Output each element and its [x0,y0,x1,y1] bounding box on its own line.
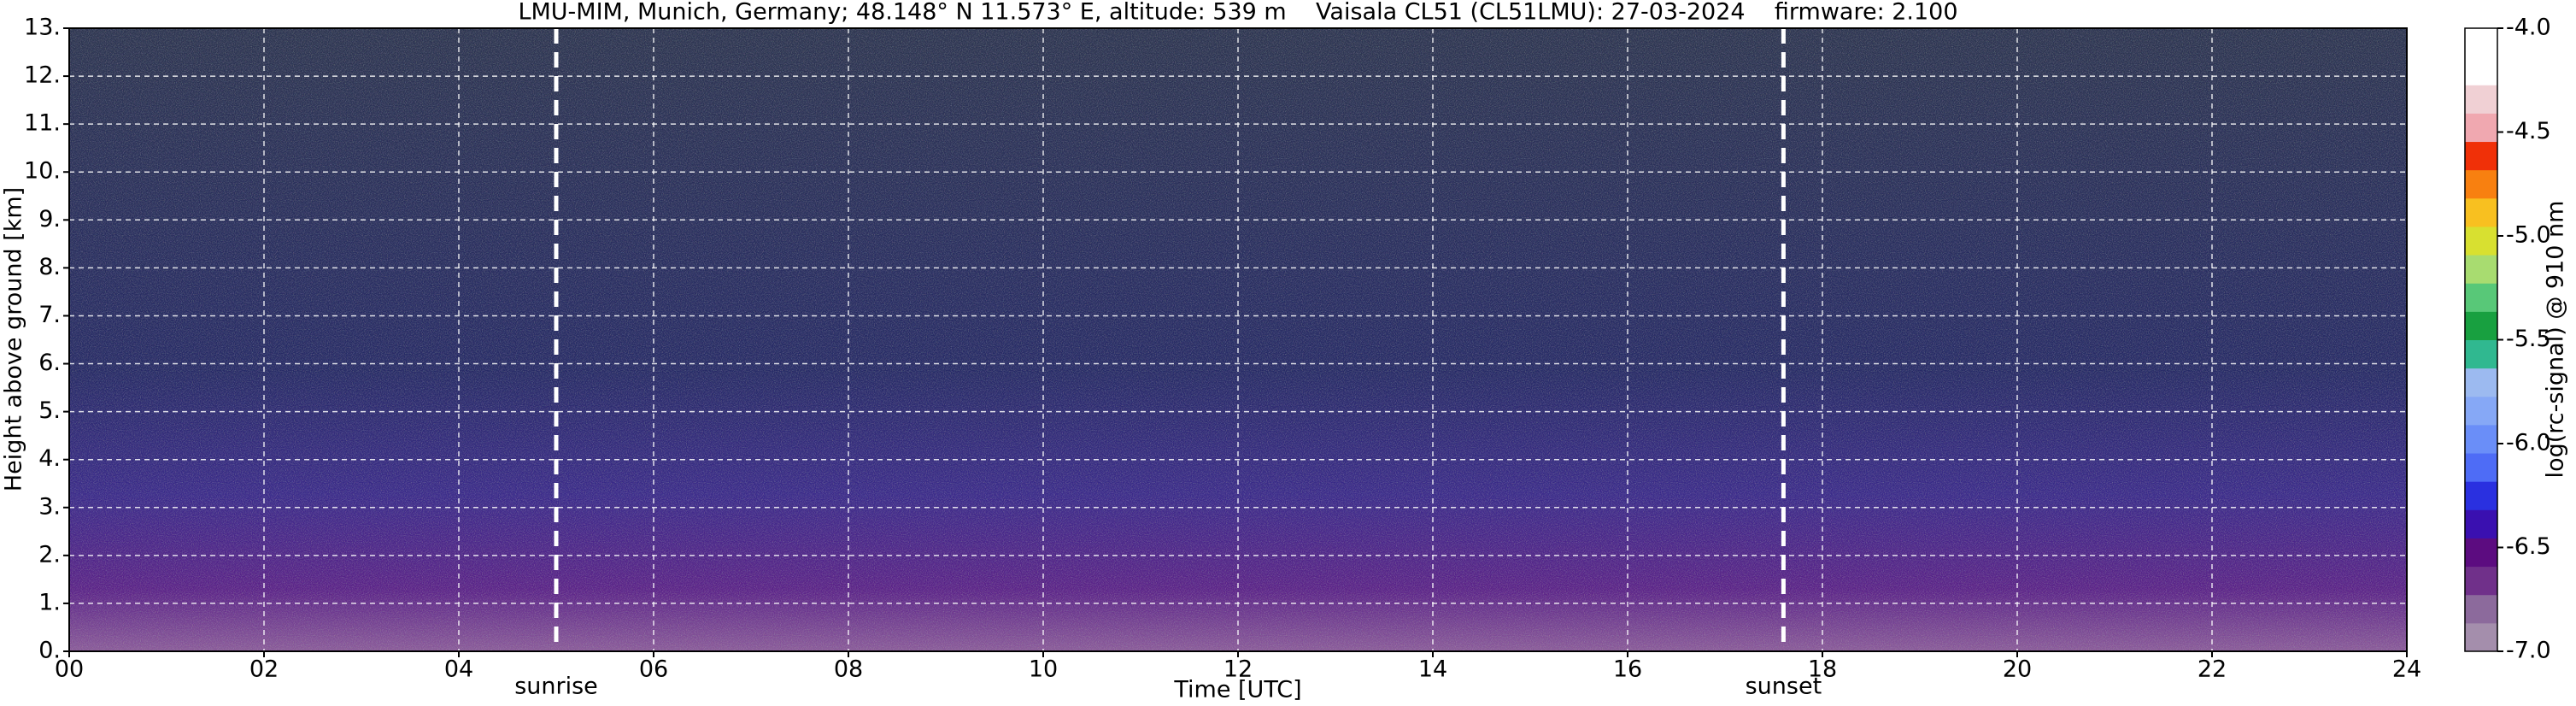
colorbar-swatch [2465,28,2497,57]
y-tick-label: 10. [24,158,61,185]
x-axis-label: Time [UTC] [1173,677,1301,703]
x-tick-label: 00 [55,656,84,683]
colorbar-swatch [2465,283,2497,312]
colorbar-swatch [2465,453,2497,482]
x-tick-label: 12 [1223,656,1253,683]
colorbar-swatch [2465,481,2497,510]
colorbar-swatch [2465,141,2497,171]
colorbar-tick-label: -7.0 [2506,638,2551,664]
colorbar-tick-label: -4.0 [2506,15,2551,41]
colorbar-label: log(rc-signal) @ 910 nm [2543,201,2569,479]
colorbar-tick-label: -4.5 [2506,118,2551,144]
annotation-label: sunrise [514,674,598,700]
colorbar-swatch [2465,368,2497,397]
y-tick-label: 9. [38,206,61,232]
colorbar-swatch [2465,113,2497,143]
y-tick-label: 12. [24,62,61,89]
colorbar-tick-label: -5.5 [2506,326,2551,352]
x-tick-label: 08 [834,656,863,683]
y-tick-label: 0. [38,638,61,664]
y-tick-label: 3. [38,493,61,520]
x-tick-label: 04 [444,656,473,683]
annotation-label: sunset [1746,674,1822,700]
colorbar-swatch [2465,566,2497,596]
colorbar-swatch [2465,255,2497,284]
colorbar-swatch [2465,622,2497,652]
y-tick-label: 5. [38,397,61,424]
y-tick-label: 8. [38,254,61,280]
colorbar-swatch [2465,85,2497,114]
y-tick-label: 7. [38,302,61,328]
y-tick-label: 4. [38,445,61,472]
x-tick-label: 02 [249,656,279,683]
colorbar-swatch [2465,339,2497,369]
x-tick-label: 10 [1029,656,1058,683]
y-tick-label: 2. [38,541,61,568]
colorbar-swatch [2465,56,2497,85]
colorbar-swatch [2465,169,2497,199]
x-tick-label: 16 [1613,656,1642,683]
y-tick-label: 6. [38,350,61,376]
colorbar-swatch [2465,226,2497,256]
x-tick-label: 20 [2003,656,2032,683]
y-tick-label: 11. [24,110,61,137]
plot-frame [68,27,2408,652]
colorbar-swatch [2465,509,2497,538]
colorbar-tick-label: -6.0 [2506,430,2551,456]
colorbar-swatch [2465,311,2497,340]
colorbar-swatch [2465,396,2497,426]
colorbar-tick-label: -5.0 [2506,222,2551,249]
colorbar-tick-label: -6.5 [2506,533,2551,560]
colorbar-swatch [2465,538,2497,568]
x-tick-label: 18 [1808,656,1837,683]
chart-title: LMU-MIM, Munich, Germany; 48.148° N 11.5… [518,0,1957,26]
colorbar-swatch [2465,424,2497,454]
x-tick-label: 06 [639,656,668,683]
x-tick-label: 14 [1418,656,1447,683]
y-tick-label: 1. [38,589,61,615]
x-tick-label: 24 [2392,656,2421,683]
x-tick-label: 22 [2198,656,2227,683]
colorbar-swatch [2465,594,2497,624]
colorbar-swatch [2465,197,2497,227]
y-tick-label: 13. [24,15,61,41]
y-axis-label: Height above ground [km] [1,187,27,491]
